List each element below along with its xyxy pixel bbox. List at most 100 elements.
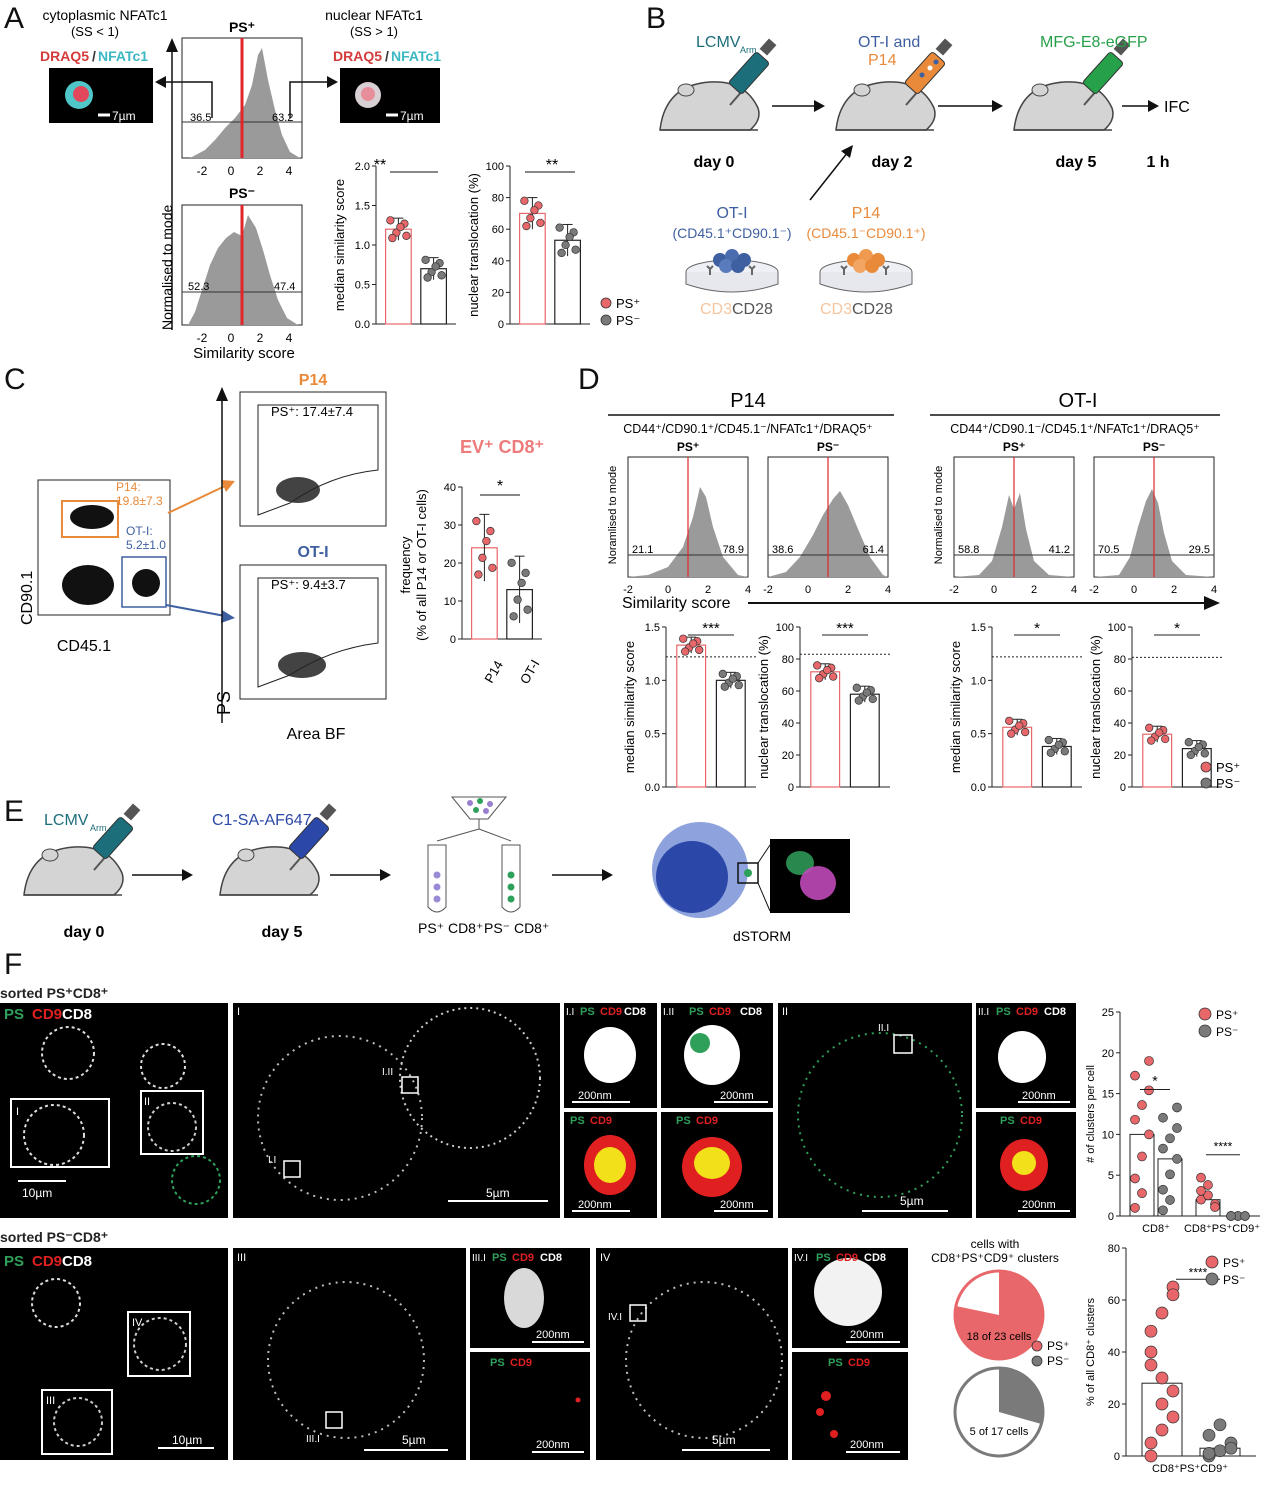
- tick-label: 20: [1114, 750, 1126, 762]
- c-p14-gate: P14:: [116, 480, 141, 494]
- draq5-label: DRAQ5: [40, 48, 89, 64]
- y-axis-label: % of all CD8⁺ clusters: [1085, 1298, 1097, 1406]
- panel-label-f: F: [4, 948, 23, 981]
- tick-label: 0: [1131, 584, 1137, 596]
- legend-dot-neg: [1198, 1024, 1212, 1038]
- data-point: [521, 568, 530, 578]
- f-sub-label: II.I: [978, 1007, 989, 1018]
- b-day5: day 5: [1056, 154, 1097, 171]
- tick-label: 2: [1031, 584, 1037, 596]
- hist-title: PS⁺: [677, 440, 699, 454]
- data-point: [868, 694, 877, 704]
- y-axis-label: nuclear translocation (%): [756, 635, 771, 779]
- data-point: [520, 196, 529, 205]
- tube-pos: [427, 844, 447, 913]
- bar-ps-pos: [810, 671, 841, 788]
- tick-label: 4: [745, 584, 751, 596]
- f-ps: PS: [492, 1252, 507, 1264]
- f-scale: 5µm: [486, 1186, 510, 1200]
- data-point: [1213, 1444, 1227, 1458]
- f-sub-label: I.I: [268, 1155, 276, 1166]
- legend-dot-neg: [1205, 1272, 1219, 1286]
- data-point: [1144, 1324, 1158, 1338]
- data-point: [1165, 1169, 1175, 1180]
- bar-ps-pos: [1129, 1133, 1155, 1217]
- e-tube-pos: PS⁺ CD8⁺: [418, 920, 483, 936]
- draq5-label-2: DRAQ5: [333, 48, 382, 64]
- syringe-2: [904, 38, 953, 106]
- tick-label: 15: [1102, 1089, 1114, 1101]
- c-freq-label2: (% of all P14 or OT-I cells): [414, 489, 429, 641]
- data-point: [734, 680, 743, 690]
- b-mfg: MFG-E8-eGFP: [1040, 34, 1148, 51]
- data-point: [472, 516, 481, 526]
- f-roman: III: [46, 1395, 55, 1407]
- data-point: [1224, 1441, 1238, 1455]
- e-day5: day 5: [262, 924, 303, 941]
- data-point: [1137, 1151, 1147, 1162]
- hist2-xticks: -2 0 2 4: [197, 331, 293, 345]
- b-p14-title: P14: [852, 205, 881, 222]
- data-point: [402, 231, 411, 240]
- legend-dot-pos: [1198, 1007, 1212, 1021]
- tick-label: 40: [492, 256, 504, 268]
- hist-right-value: 61.4: [863, 544, 884, 556]
- data-point: [478, 553, 487, 562]
- data-point: [1015, 721, 1024, 730]
- f-scale: 200nm: [850, 1329, 884, 1341]
- data-point: [1144, 1085, 1154, 1096]
- dstorm-cell-inner: [656, 841, 728, 913]
- d-bar-plot: 0 20 40 60 80 100 nuclear translocation (%) ***: [756, 620, 890, 794]
- data-point: [1147, 736, 1156, 745]
- b-ot1-title: OT-I: [716, 205, 747, 222]
- panel-e: LCMV Arm day 0 C1-SA-AF647 day 5 PS⁺ CD8…: [23, 796, 850, 944]
- f-scale: 200nm: [850, 1439, 884, 1451]
- b-cd3-1: CD3: [700, 301, 732, 318]
- tick-label: 20: [492, 287, 504, 299]
- f-cd9: CD9: [32, 1253, 62, 1270]
- panel-label-b: B: [646, 2, 667, 35]
- data-point: [1007, 729, 1016, 738]
- category-label: CD8⁺: [1142, 1223, 1170, 1235]
- data-point: [421, 255, 430, 265]
- tick-label: 40: [782, 718, 794, 730]
- b-cd3-2: CD3: [820, 301, 852, 318]
- pie1-label: 18 of 23 cells: [967, 1331, 1032, 1343]
- y-axis-label: nuclear translocation (%): [1088, 635, 1103, 779]
- b-cd28-2: CD28: [852, 301, 893, 318]
- tick-label: 80: [1108, 1243, 1120, 1255]
- data-point: [1203, 1190, 1213, 1201]
- tick: 4: [286, 164, 293, 178]
- data-point: [1200, 749, 1209, 758]
- f-cd8: CD8: [864, 1252, 886, 1264]
- panel-c: CD90.1 P14: 19.8±7.3 OT-I: 5.2±1.0 CD45.…: [19, 372, 544, 743]
- tick-label: 80: [1114, 654, 1126, 666]
- f-cd9: CD9: [709, 1006, 731, 1018]
- c-ylabel: CD90.1: [19, 571, 36, 625]
- f-scale: 200nm: [1022, 1090, 1056, 1102]
- data-point: [1166, 1410, 1180, 1424]
- hist-ps-pos: [190, 48, 300, 158]
- data-point: [1046, 748, 1055, 758]
- c-ot1-gate-val: 5.2±1.0: [126, 538, 166, 552]
- a-ps-pos: PS⁺: [229, 19, 255, 35]
- e-c1: C1-SA-AF647: [212, 812, 312, 829]
- y-axis-label: nuclear translocation (%): [466, 173, 481, 317]
- data-point: [679, 634, 688, 643]
- nfatc1-label: NFATc1: [98, 48, 148, 64]
- data-point: [728, 674, 737, 683]
- b-day2: day 2: [872, 154, 913, 171]
- category-label: CD8⁺PS⁺CD9⁺: [1184, 1223, 1260, 1235]
- f-scale: 200nm: [720, 1090, 754, 1102]
- bar-ps-neg: [849, 693, 880, 788]
- tick-label: 0: [1108, 1211, 1114, 1223]
- data-point: [1145, 723, 1154, 732]
- f-ps: PS: [828, 1357, 843, 1369]
- data-point: [1155, 1423, 1169, 1437]
- f-cd9: CD9: [512, 1252, 534, 1264]
- e-tube-neg: PS⁻ CD8⁺: [484, 920, 549, 936]
- hist-title: PS⁻: [817, 440, 839, 454]
- f-sub-label: IV.I: [608, 1312, 622, 1323]
- c-ot1-ps: PS⁺: 9.4±3.7: [271, 577, 346, 592]
- hist-right-value: 29.5: [1189, 544, 1210, 556]
